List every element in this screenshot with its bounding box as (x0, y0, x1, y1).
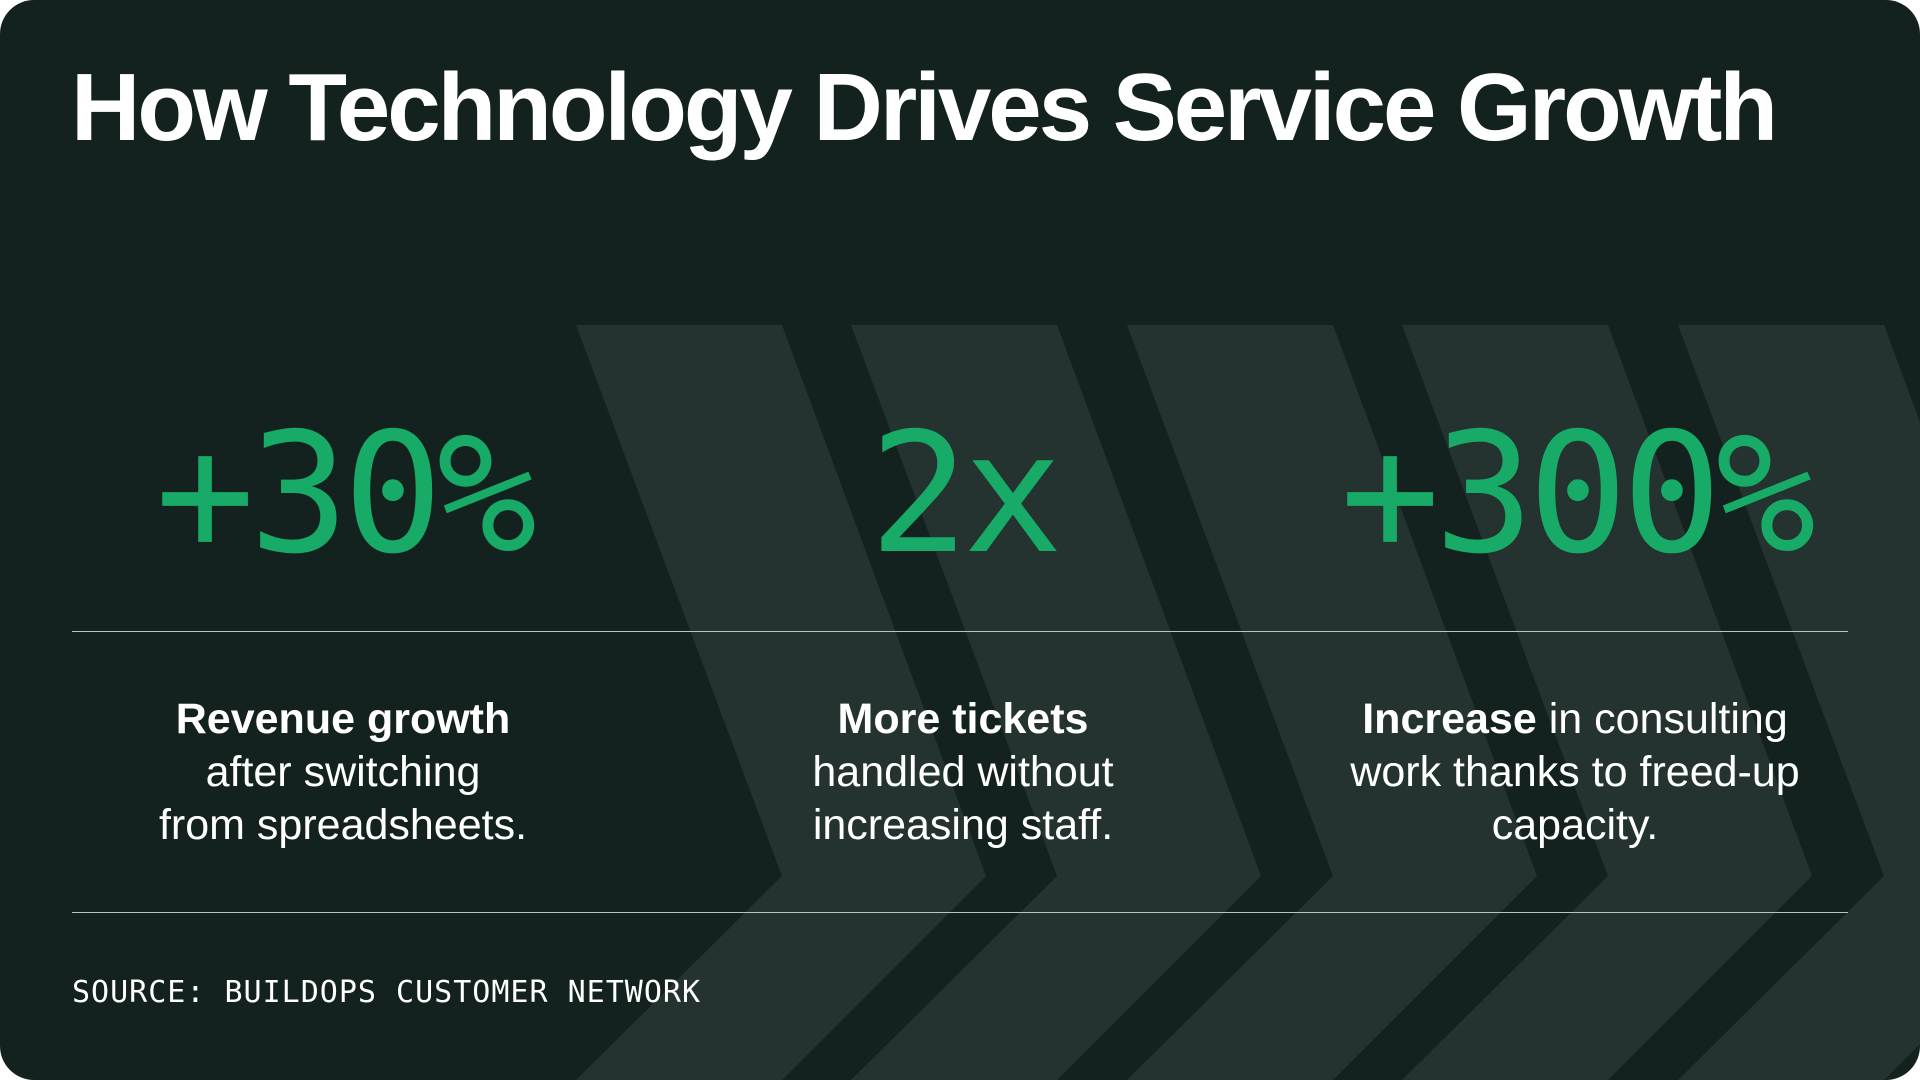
stat-description-line: capacity. (1491, 801, 1659, 849)
stat-description-bold: More tickets (837, 695, 1089, 743)
chevron-shape (851, 325, 1261, 1080)
stat-description-bold: Revenue growth (175, 695, 511, 743)
stat-description-consulting: Increase in consulting work thanks to fr… (1295, 693, 1855, 852)
stat-value-revenue: +30% (155, 398, 537, 591)
page-title: How Technology Drives Service Growth (71, 54, 1778, 161)
stat-description-inline: in consulting (1536, 695, 1788, 743)
stat-description-line: increasing staff. (812, 801, 1114, 849)
stat-description-tickets: More tickets handled without increasing … (713, 693, 1213, 852)
stat-description-line: after switching (205, 748, 481, 796)
chevron-shape (576, 325, 986, 1080)
source-caption: SOURCE: BUILDOPS CUSTOMER NETWORK (72, 975, 702, 1010)
stat-description-bold: Increase (1362, 695, 1537, 743)
stat-description-revenue: Revenue growth after switching from spre… (93, 693, 593, 852)
stat-description-line: work thanks to freed-up (1350, 748, 1800, 796)
top-divider (72, 631, 1848, 632)
bottom-divider (72, 912, 1848, 913)
stat-description-line: handled without (812, 748, 1114, 796)
chevron-shape (1678, 325, 1920, 1080)
stat-value-consulting: +300% (1340, 398, 1816, 591)
stat-value-tickets: 2x (869, 398, 1063, 591)
stat-description-line: from spreadsheets. (158, 801, 528, 849)
chevron-shape (1127, 325, 1537, 1080)
chevron-shape (1402, 325, 1812, 1080)
